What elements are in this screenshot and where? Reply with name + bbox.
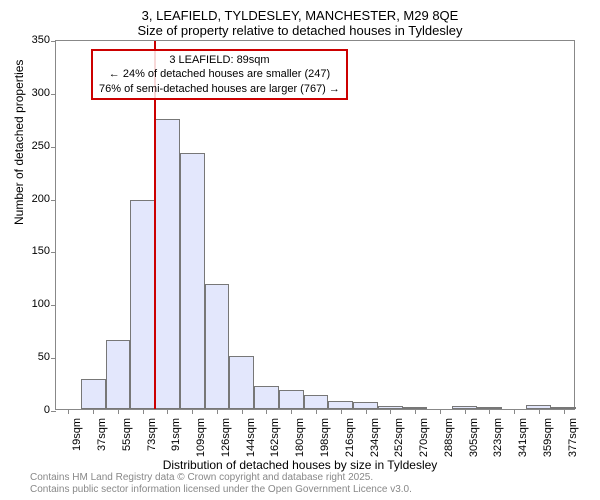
- x-tick-mark: [242, 409, 243, 414]
- x-tick-label: 377sqm: [567, 418, 579, 458]
- annotation-line2: ← 24% of detached houses are smaller (24…: [99, 67, 340, 81]
- y-axis-label: Number of detached properties: [12, 60, 26, 225]
- x-tick-mark: [564, 409, 565, 414]
- x-tick-label: 109sqm: [195, 418, 207, 458]
- x-tick-label: 91sqm: [170, 418, 182, 458]
- x-tick-mark: [143, 409, 144, 414]
- x-tick-label: 162sqm: [269, 418, 281, 458]
- x-tick-label: 341sqm: [517, 418, 529, 458]
- y-tick-label: 350: [32, 34, 50, 46]
- x-tick-label: 37sqm: [96, 418, 108, 458]
- y-tick-label: 100: [32, 298, 50, 310]
- x-tick-label: 216sqm: [344, 418, 356, 458]
- y-tick-label: 50: [38, 351, 50, 363]
- x-tick-mark: [291, 409, 292, 414]
- y-tick-mark: [51, 358, 56, 359]
- annotation-line3: 76% of semi-detached houses are larger (…: [99, 82, 340, 96]
- bar: [328, 401, 353, 409]
- x-tick-mark: [167, 409, 168, 414]
- bar: [155, 119, 180, 409]
- x-tick-label: 180sqm: [294, 418, 306, 458]
- bar: [180, 153, 205, 409]
- footer-line1: Contains HM Land Registry data © Crown c…: [30, 472, 412, 484]
- annotation-box: 3 LEAFIELD: 89sqm ← 24% of detached hous…: [91, 49, 348, 100]
- x-tick-mark: [465, 409, 466, 414]
- y-tick-mark: [51, 411, 56, 412]
- x-tick-mark: [489, 409, 490, 414]
- bar: [130, 200, 155, 409]
- bar: [279, 390, 304, 409]
- y-tick-mark: [51, 41, 56, 42]
- bar: [106, 340, 131, 409]
- x-tick-mark: [514, 409, 515, 414]
- x-tick-label: 305sqm: [468, 418, 480, 458]
- y-tick-mark: [51, 252, 56, 253]
- bar: [254, 386, 279, 409]
- x-tick-label: 144sqm: [245, 418, 257, 458]
- x-tick-mark: [68, 409, 69, 414]
- x-tick-mark: [539, 409, 540, 414]
- x-tick-mark: [118, 409, 119, 414]
- y-tick-mark: [51, 305, 56, 306]
- x-tick-mark: [390, 409, 391, 414]
- bar: [353, 402, 378, 409]
- y-tick-label: 200: [32, 193, 50, 205]
- bar: [229, 356, 254, 409]
- x-tick-label: 323sqm: [492, 418, 504, 458]
- x-tick-label: 55sqm: [121, 418, 133, 458]
- x-tick-mark: [217, 409, 218, 414]
- y-tick-mark: [51, 94, 56, 95]
- x-tick-label: 270sqm: [418, 418, 430, 458]
- x-tick-label: 198sqm: [319, 418, 331, 458]
- bar: [304, 395, 329, 409]
- x-tick-mark: [366, 409, 367, 414]
- x-tick-label: 73sqm: [146, 418, 158, 458]
- footer-text: Contains HM Land Registry data © Crown c…: [30, 472, 412, 496]
- x-tick-mark: [192, 409, 193, 414]
- x-tick-label: 359sqm: [542, 418, 554, 458]
- y-tick-mark: [51, 200, 56, 201]
- x-tick-label: 252sqm: [393, 418, 405, 458]
- bar: [205, 284, 230, 409]
- x-tick-mark: [266, 409, 267, 414]
- x-tick-mark: [341, 409, 342, 414]
- x-tick-mark: [316, 409, 317, 414]
- annotation-line1: 3 LEAFIELD: 89sqm: [99, 53, 340, 67]
- chart-title-sub: Size of property relative to detached ho…: [0, 23, 600, 38]
- y-tick-label: 300: [32, 87, 50, 99]
- y-tick-mark: [51, 147, 56, 148]
- y-tick-label: 250: [32, 140, 50, 152]
- x-tick-mark: [440, 409, 441, 414]
- bar: [81, 379, 106, 409]
- chart-title-main: 3, LEAFIELD, TYLDESLEY, MANCHESTER, M29 …: [0, 0, 600, 23]
- x-tick-mark: [415, 409, 416, 414]
- x-tick-label: 19sqm: [71, 418, 83, 458]
- y-tick-label: 150: [32, 245, 50, 257]
- y-tick-label: 0: [44, 404, 50, 416]
- x-tick-label: 288sqm: [443, 418, 455, 458]
- plot-area: 3 LEAFIELD: 89sqm ← 24% of detached hous…: [55, 40, 575, 410]
- footer-line2: Contains public sector information licen…: [30, 484, 412, 496]
- x-tick-label: 126sqm: [220, 418, 232, 458]
- x-tick-label: 234sqm: [369, 418, 381, 458]
- x-axis-label: Distribution of detached houses by size …: [0, 458, 600, 472]
- chart-container: 3, LEAFIELD, TYLDESLEY, MANCHESTER, M29 …: [0, 0, 600, 500]
- x-tick-mark: [93, 409, 94, 414]
